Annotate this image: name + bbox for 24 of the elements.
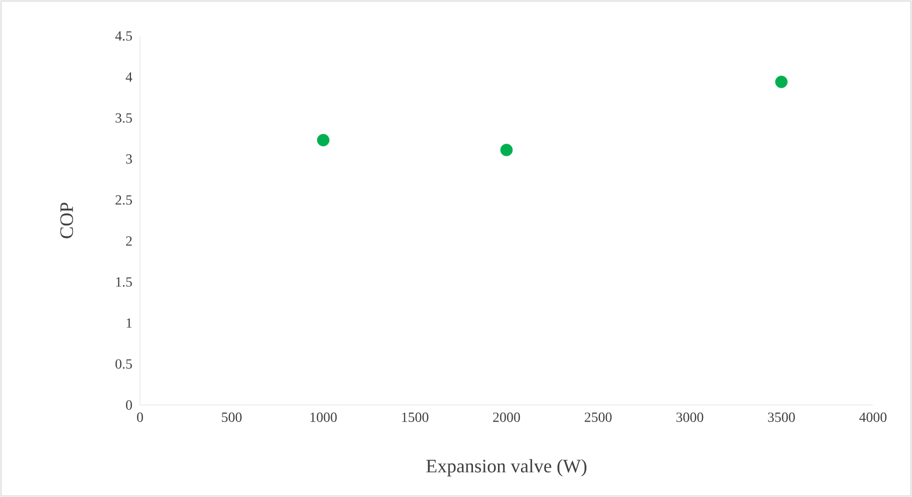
x-tick-label: 3000	[676, 412, 704, 422]
x-axis-title: Expansion valve (W)	[426, 459, 586, 476]
y-tick-label: 3	[126, 154, 132, 164]
y-tick-label: 1	[126, 318, 132, 328]
y-tick-label: 1.5	[116, 277, 132, 287]
point	[775, 76, 788, 88]
y-tick-label: 0.5	[116, 359, 132, 369]
y-axis-title: COP	[60, 202, 74, 238]
y-tick-label: 4	[126, 72, 132, 82]
x-tick-label: 1500	[402, 412, 428, 422]
y-tick-label: 2	[126, 236, 132, 246]
y-tick-label: 0	[126, 400, 132, 410]
y-tick-label: 2.5	[116, 195, 132, 205]
y-tick-label: 3.5	[116, 113, 132, 123]
x-tick-label: 3500	[768, 412, 795, 422]
x-tick-label: 2000	[493, 412, 520, 422]
x-tick-label: 500	[222, 412, 242, 422]
point	[317, 134, 330, 146]
y-tick-label: 4.5	[115, 31, 132, 41]
x-tick-label: 1000	[310, 412, 337, 422]
x-tick-label: 0	[137, 412, 143, 422]
x-tick-label: 4000	[859, 412, 886, 422]
point	[500, 144, 513, 156]
x-tick-label: 2500	[584, 412, 612, 422]
